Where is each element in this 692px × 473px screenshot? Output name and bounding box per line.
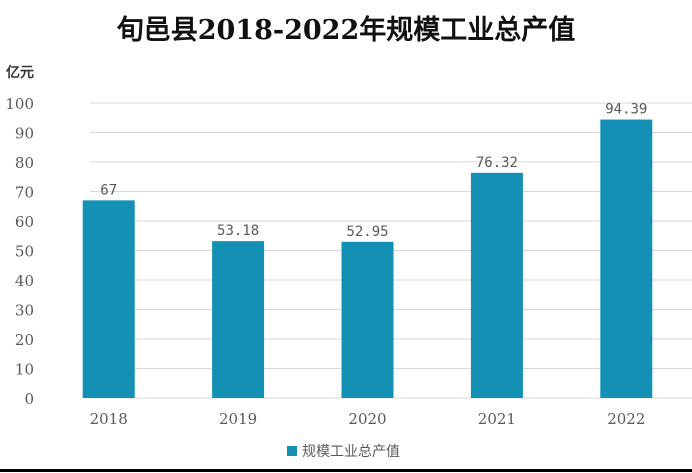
y-tick-label: 60	[15, 213, 34, 231]
x-tick-label: 2020	[348, 410, 386, 428]
y-tick-label: 50	[15, 243, 34, 261]
y-tick-label: 10	[15, 361, 34, 379]
x-tick-label: 2022	[607, 410, 645, 428]
x-tick-label: 2019	[219, 410, 257, 428]
bar	[600, 119, 653, 398]
y-axis-unit-label: 亿元	[6, 65, 34, 81]
y-tick-label: 0	[24, 390, 34, 408]
x-tick-label: 2021	[478, 410, 516, 428]
data-label: 94.39	[605, 102, 647, 118]
y-tick-label: 90	[15, 125, 34, 143]
data-label: 76.32	[476, 155, 518, 171]
chart-title: 旬邑县2018-2022年规模工业总产值	[116, 15, 576, 46]
data-label: 53.18	[217, 223, 259, 239]
legend-label: 规模工业总产值	[302, 444, 400, 460]
y-tick-label: 40	[15, 272, 34, 290]
y-tick-label: 80	[15, 154, 34, 172]
legend-swatch	[287, 446, 297, 456]
y-tick-label: 20	[15, 331, 34, 349]
data-label: 67	[100, 182, 117, 198]
y-tick-label: 100	[5, 95, 34, 113]
y-tick-label: 70	[15, 184, 34, 202]
bar	[82, 200, 135, 398]
bar	[470, 172, 523, 398]
bar	[212, 241, 265, 398]
bottom-border	[0, 469, 692, 472]
y-tick-label: 30	[15, 302, 34, 320]
bar	[341, 241, 394, 398]
x-tick-label: 2018	[90, 410, 128, 428]
data-label: 52.95	[346, 224, 388, 240]
